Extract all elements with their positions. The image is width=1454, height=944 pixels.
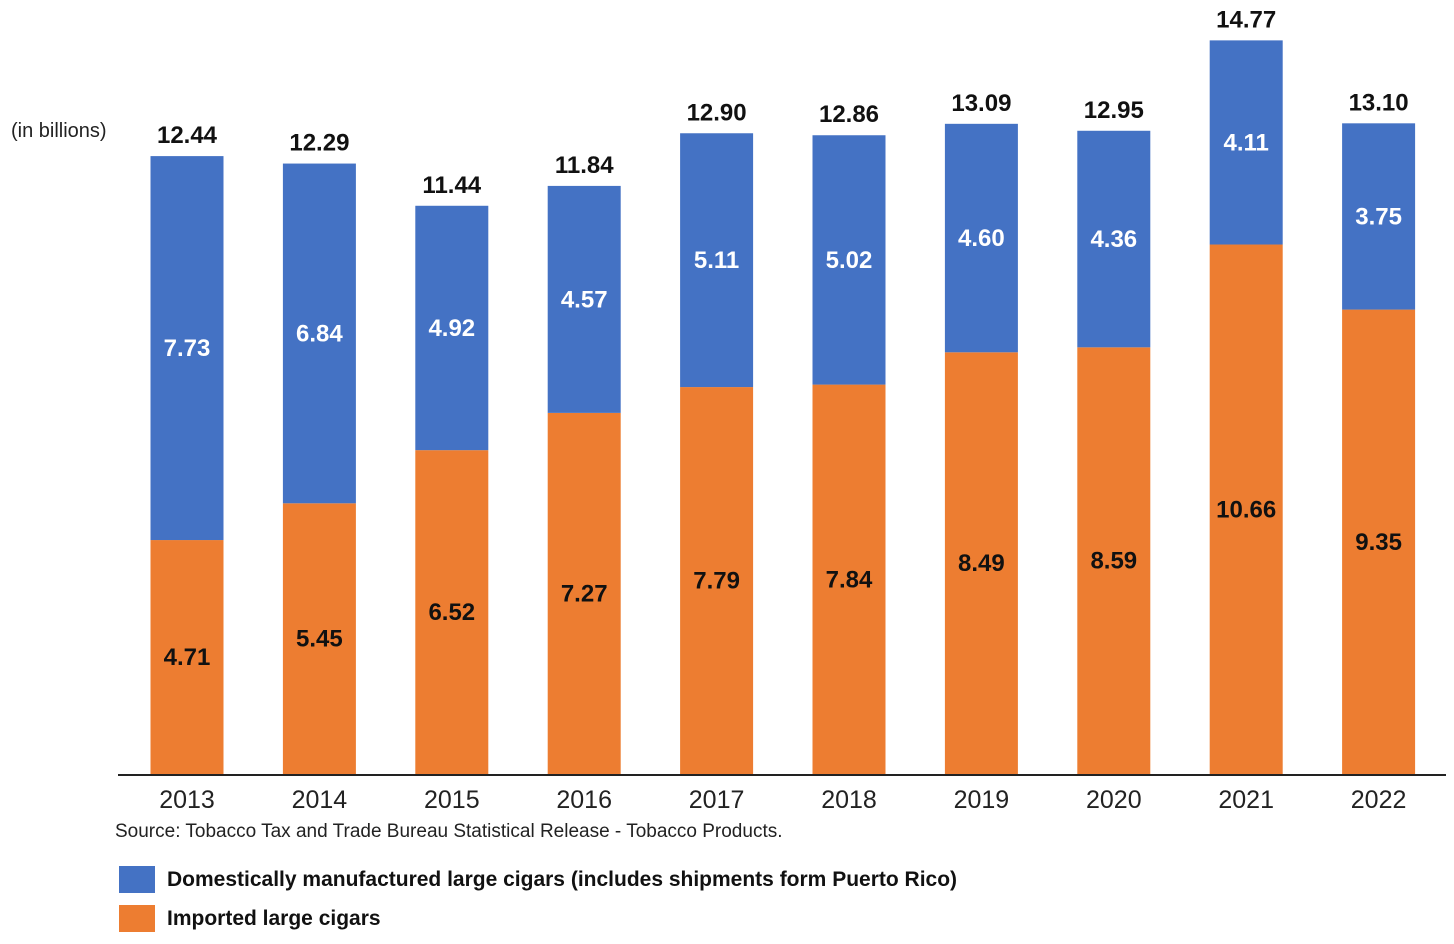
bar-domestic-2018 [812, 135, 886, 385]
data-label-imported-2017: 7.79 [693, 568, 740, 595]
legend-item-domestic: Domestically manufactured large cigars (… [119, 866, 957, 893]
data-label-domestic-2015: 4.92 [428, 315, 475, 342]
bar-imported-2015 [415, 450, 489, 774]
x-tick-label-2016: 2016 [556, 786, 612, 814]
total-label-2018: 12.86 [819, 101, 879, 128]
bar-domestic-2015 [415, 205, 489, 451]
data-label-imported-2013: 4.71 [164, 644, 211, 671]
total-label-2015: 11.44 [422, 172, 481, 199]
data-label-domestic-2014: 6.84 [296, 320, 343, 347]
bar-imported-2017 [680, 387, 754, 774]
total-label-2022: 13.10 [1349, 89, 1409, 116]
x-tick-label-2022: 2022 [1351, 786, 1407, 814]
data-label-imported-2015: 6.52 [428, 599, 475, 626]
bar-domestic-2019 [944, 123, 1018, 353]
total-label-2013: 12.44 [157, 122, 218, 149]
bar-domestic-2013 [150, 156, 224, 541]
legend-label-domestic: Domestically manufactured large cigars (… [167, 867, 958, 891]
x-tick-label-2015: 2015 [424, 786, 480, 814]
data-label-domestic-2017: 5.11 [694, 247, 739, 274]
total-label-2019: 13.09 [951, 90, 1011, 117]
x-tick-label-2019: 2019 [954, 786, 1010, 814]
y-unit-label: (in billions) [11, 120, 107, 142]
legend: Domestically manufactured large cigars (… [119, 866, 957, 944]
bar-imported-2019 [944, 352, 1018, 774]
bar-domestic-2020 [1077, 130, 1151, 348]
source-note: Source: Tobacco Tax and Trade Bureau Sta… [115, 821, 783, 842]
bar-domestic-2022 [1342, 123, 1416, 310]
data-label-imported-2018: 7.84 [826, 566, 873, 593]
total-label-2016: 11.84 [555, 152, 614, 179]
data-label-imported-2022: 9.35 [1355, 529, 1402, 556]
data-label-domestic-2013: 7.73 [164, 335, 211, 362]
bar-imported-2020 [1077, 347, 1151, 774]
legend-item-imported: Imported large cigars [119, 905, 957, 932]
x-tick-label-2021: 2021 [1218, 786, 1274, 814]
data-label-imported-2020: 8.59 [1090, 548, 1137, 575]
total-label-2017: 12.90 [687, 99, 747, 126]
legend-swatch-domestic [119, 866, 155, 893]
bar-imported-2018 [812, 384, 886, 774]
bar-imported-2021 [1209, 244, 1283, 774]
data-label-imported-2016: 7.27 [561, 580, 608, 607]
bar-imported-2022 [1342, 309, 1416, 774]
x-tick-label-2017: 2017 [689, 786, 745, 814]
data-label-domestic-2021: 4.11 [1224, 129, 1269, 156]
total-label-2020: 12.95 [1084, 97, 1144, 124]
x-tick-label-2018: 2018 [821, 786, 877, 814]
legend-label-imported: Imported large cigars [167, 906, 381, 930]
data-label-imported-2019: 8.49 [958, 550, 1005, 577]
bar-imported-2014 [282, 503, 356, 774]
total-label-2014: 12.29 [289, 130, 349, 157]
bar-domestic-2014 [282, 163, 356, 504]
total-label-2021: 14.77 [1216, 6, 1276, 33]
data-label-domestic-2016: 4.57 [561, 286, 608, 313]
data-label-imported-2014: 5.45 [296, 626, 343, 653]
data-label-imported-2021: 10.66 [1216, 496, 1276, 523]
bar-imported-2013 [150, 540, 224, 774]
bar-domestic-2017 [680, 133, 754, 388]
x-tick-label-2020: 2020 [1086, 786, 1142, 814]
x-tick-label-2014: 2014 [292, 786, 348, 814]
legend-swatch-imported [119, 905, 155, 932]
bar-domestic-2016 [547, 185, 621, 413]
data-label-domestic-2018: 5.02 [826, 247, 873, 274]
bar-imported-2016 [547, 412, 621, 774]
data-label-domestic-2019: 4.60 [958, 225, 1005, 252]
data-label-domestic-2022: 3.75 [1355, 203, 1402, 230]
data-label-domestic-2020: 4.36 [1090, 226, 1137, 253]
x-tick-label-2013: 2013 [159, 786, 215, 814]
bar-domestic-2021 [1209, 40, 1283, 245]
